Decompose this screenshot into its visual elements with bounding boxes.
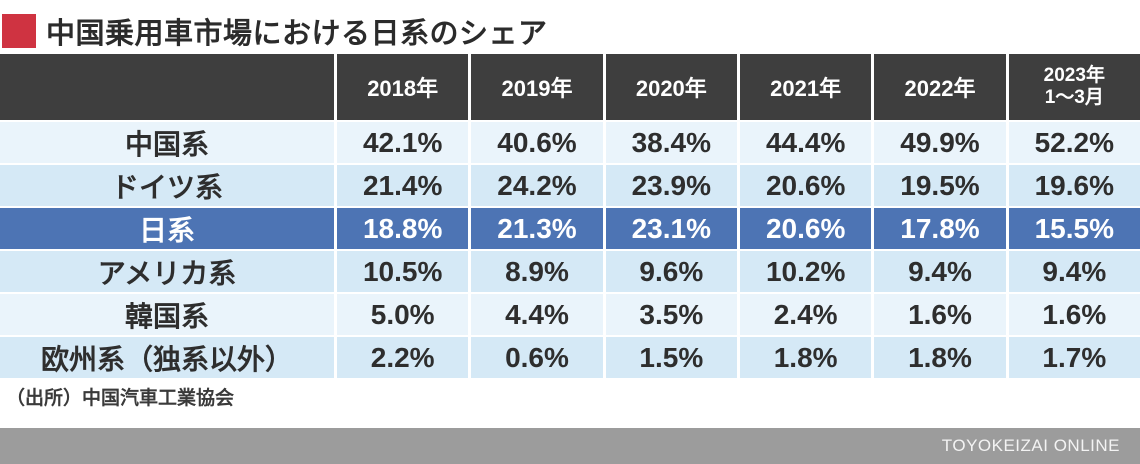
figure-title-row: 中国乗用車市場における日系のシェア xyxy=(0,0,1140,54)
red-square-bullet-icon xyxy=(2,14,36,48)
brand-logo-text: TOYOKEIZAI ONLINE xyxy=(941,436,1120,455)
value-cell: 10.5% xyxy=(337,251,469,292)
value-cell: 9.4% xyxy=(874,251,1006,292)
value-cell: 21.3% xyxy=(471,208,603,249)
value-cell: 19.5% xyxy=(874,165,1006,206)
value-cell: 23.1% xyxy=(605,208,737,249)
value-cell: 2.2% xyxy=(337,337,469,378)
value-cell: 9.6% xyxy=(605,251,737,292)
value-cell: 17.8% xyxy=(874,208,1006,249)
row-label: 日系 xyxy=(0,208,334,249)
value-cell: 24.2% xyxy=(471,165,603,206)
value-cell: 10.2% xyxy=(739,251,872,292)
value-cell: 1.8% xyxy=(874,337,1006,378)
header-cell-2020: 2020年 xyxy=(605,54,737,120)
value-cell: 21.4% xyxy=(337,165,469,206)
header-cell-2023q1: 2023年 1〜3月 xyxy=(1008,54,1140,120)
value-cell: 3.5% xyxy=(605,294,737,335)
header-cell-empty xyxy=(0,54,334,120)
value-cell: 1.7% xyxy=(1008,337,1140,378)
value-cell: 42.1% xyxy=(337,122,469,163)
value-cell: 1.6% xyxy=(874,294,1006,335)
share-table: 2018年 2019年 2020年 2021年 2022年 2023年 1〜3月… xyxy=(0,54,1140,378)
value-cell: 40.6% xyxy=(471,122,603,163)
row-label: 韓国系 xyxy=(0,294,334,335)
header-cell-2018: 2018年 xyxy=(337,54,469,120)
figure-title: 中国乗用車市場における日系のシェア xyxy=(46,18,548,50)
value-cell: 1.5% xyxy=(605,337,737,378)
value-cell: 1.8% xyxy=(739,337,872,378)
value-cell: 49.9% xyxy=(874,122,1006,163)
value-cell: 38.4% xyxy=(605,122,737,163)
header-cell-2022: 2022年 xyxy=(874,54,1006,120)
brand-bar: TOYOKEIZAI ONLINE xyxy=(0,428,1140,464)
value-cell: 23.9% xyxy=(605,165,737,206)
value-cell: 0.6% xyxy=(471,337,603,378)
header-cell-2021: 2021年 xyxy=(739,54,872,120)
value-cell: 2.4% xyxy=(739,294,872,335)
value-cell: 1.6% xyxy=(1008,294,1140,335)
value-cell: 44.4% xyxy=(739,122,872,163)
row-label: 欧州系（独系以外） xyxy=(0,337,334,378)
row-label: ドイツ系 xyxy=(0,165,334,206)
row-label: アメリカ系 xyxy=(0,251,334,292)
value-cell: 9.4% xyxy=(1008,251,1140,292)
value-cell: 20.6% xyxy=(739,165,872,206)
header-cell-2019: 2019年 xyxy=(471,54,603,120)
value-cell: 15.5% xyxy=(1008,208,1140,249)
row-label: 中国系 xyxy=(0,122,334,163)
value-cell: 8.9% xyxy=(471,251,603,292)
source-note: （出所）中国汽車工業協会 xyxy=(6,388,235,409)
value-cell: 20.6% xyxy=(739,208,872,249)
value-cell: 19.6% xyxy=(1008,165,1140,206)
value-cell: 5.0% xyxy=(337,294,469,335)
value-cell: 52.2% xyxy=(1008,122,1140,163)
value-cell: 4.4% xyxy=(471,294,603,335)
value-cell: 18.8% xyxy=(337,208,469,249)
